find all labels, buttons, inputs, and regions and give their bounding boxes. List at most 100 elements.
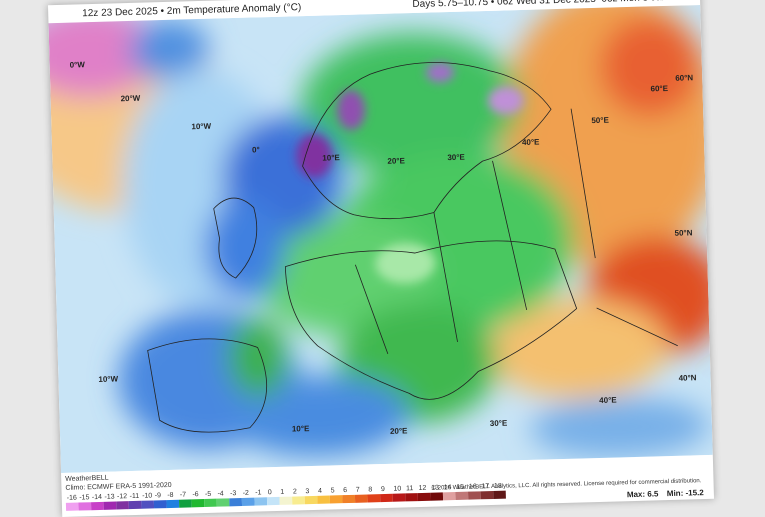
grid-label: 10°W	[191, 122, 211, 132]
colorbar-label: 17	[481, 483, 489, 490]
colorbar-swatch	[329, 495, 343, 504]
grid-label: 30°E	[447, 153, 465, 163]
colorbar-label: -1	[255, 489, 262, 496]
colorbar: -16 -15 -14 -13 -12 -11 -10 -9 -8 -7 -6 -5 -4 -3 -2 -1 0…	[65, 483, 506, 511]
colorbar-label: 8	[368, 486, 372, 493]
grid-label: 0°	[252, 145, 260, 154]
colorbar-label: 0	[268, 489, 272, 496]
grid-label: 10°E	[292, 424, 310, 434]
footer: WeatherBELL Climo: ECMWF ERA-5 1991-2020…	[61, 455, 714, 517]
colorbar-swatch	[317, 495, 331, 504]
colorbar-label: 2	[293, 488, 297, 495]
colorbar-swatch	[493, 490, 506, 499]
colorbar-swatch	[392, 493, 406, 502]
colorbar-swatch	[204, 498, 217, 508]
colorbar-label: 18	[494, 483, 502, 490]
colorbar-swatch	[241, 497, 255, 506]
colorbar-label: -13	[104, 494, 114, 501]
anomaly-field	[48, 4, 713, 458]
colorbar-label: -8	[167, 492, 174, 499]
colorbar-label: -4	[217, 490, 224, 497]
grid-label: 40°E	[599, 395, 617, 405]
colorbar-swatch	[65, 502, 79, 511]
colorbar-label: 4	[318, 488, 322, 495]
colorbar-swatch	[191, 499, 205, 508]
climo-note: Climo: ECMWF ERA-5 1991-2020	[65, 482, 171, 492]
colorbar-label: -7	[180, 492, 187, 499]
grid-label: 50°E	[591, 116, 609, 126]
footer-graphics: WeatherBELL Climo: ECMWF ERA-5 1991-2020…	[65, 475, 705, 511]
colorbar-label: -9	[155, 492, 162, 499]
colorbar-label: 9	[381, 486, 385, 493]
colorbar-swatch	[153, 500, 167, 509]
colorbar-label: -5	[205, 491, 212, 498]
colorbar-label: -14	[92, 494, 102, 501]
colorbar-label: 10	[393, 486, 401, 493]
grid-label: 40°N	[679, 373, 697, 383]
grid-label: 20°E	[387, 156, 405, 166]
colorbar-swatch	[380, 493, 393, 503]
colorbar-label: -6	[192, 491, 199, 498]
colorbar-label: 14	[444, 484, 452, 491]
colorbar-label: -16	[67, 495, 77, 502]
grid-label: 60°E	[650, 84, 668, 94]
colorbar-label: 15	[456, 484, 464, 491]
colorbar-swatch	[266, 496, 280, 506]
colorbar-swatch	[229, 497, 243, 507]
colorbar-swatch	[354, 494, 368, 503]
colorbar-label: 6	[343, 487, 347, 494]
colorbar-swatch	[442, 492, 456, 501]
colorbar-swatch	[279, 496, 293, 505]
colorbar-label: -3	[230, 490, 237, 497]
colorbar-label: 16	[469, 483, 477, 490]
colorbar-swatch	[480, 490, 494, 500]
map-panel: 12z 23 Dec 2025 • 2m Temperature Anomaly…	[47, 0, 715, 517]
colorbar-label: 1	[280, 489, 284, 496]
colorbar-swatch	[430, 492, 444, 501]
colorbar-label: 12	[419, 485, 427, 492]
colorbar-swatch	[103, 501, 117, 510]
min-stat: Min: -15.2	[667, 488, 705, 498]
colorbar-swatch	[342, 494, 356, 504]
colorbar-label: 13	[431, 484, 439, 491]
colorbar-label: 7	[356, 487, 360, 494]
logo: WeatherBELL	[65, 475, 109, 483]
grid-label: 50°N	[674, 228, 692, 238]
colorbar-swatch	[304, 495, 318, 505]
grid-label: 10°W	[98, 374, 118, 384]
colorbar-swatch	[78, 502, 92, 511]
colorbar-label: -12	[117, 493, 127, 500]
colorbar-swatch	[367, 494, 381, 503]
grid-label: 40°E	[522, 138, 540, 148]
colorbar-swatch	[116, 501, 129, 510]
colorbar-swatch	[254, 497, 268, 506]
colorbar-label: 5	[331, 487, 335, 494]
colorbar-swatch	[91, 501, 104, 511]
grid-label: 60°N	[675, 73, 693, 83]
colorbar-swatch	[216, 498, 230, 507]
colorbar-label: -15	[79, 494, 89, 501]
colorbar-swatch	[141, 500, 155, 509]
colorbar-swatch	[178, 499, 192, 508]
grid-label: 20°W	[120, 94, 140, 104]
colorbar-label: -10	[142, 492, 152, 499]
colorbar-swatch	[166, 499, 180, 509]
colorbar-label: -11	[129, 493, 139, 500]
colorbar-swatch	[455, 491, 469, 501]
grid-label: 0°W	[70, 60, 86, 69]
max-stat: Max: 6.5	[627, 489, 659, 499]
grid-label: 20°E	[390, 426, 408, 436]
colorbar-label: 3	[305, 488, 309, 495]
colorbar-swatch	[128, 500, 142, 510]
cold-cores	[296, 62, 524, 284]
grid-label: 30°E	[490, 419, 508, 429]
colorbar-swatch	[405, 493, 418, 502]
colorbar-swatch	[292, 496, 305, 505]
colorbar-label: -2	[243, 490, 250, 497]
colorbar-swatch	[468, 491, 481, 500]
colorbar-swatch	[417, 492, 431, 502]
colorbar-label: 11	[406, 485, 414, 492]
grid-label: 10°E	[322, 153, 340, 163]
anomaly-map: 0°W 20°W 10°W 0° 10°E 20°E 30°E 40°E 50°E 60°E 60°…	[48, 4, 713, 474]
